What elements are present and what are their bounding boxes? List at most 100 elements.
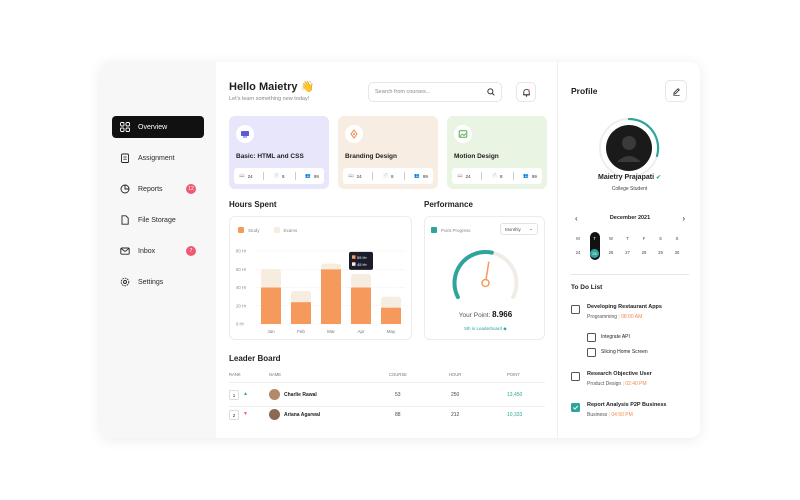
player-name: Ariana Agarwal — [284, 412, 321, 418]
sidebar-item-label: Inbox — [138, 247, 156, 255]
bar-study-feb[interactable] — [291, 302, 311, 324]
calendar-day[interactable]: 29 — [658, 250, 663, 255]
profile-title: Profile — [571, 86, 598, 96]
users-icon: 👥 — [414, 173, 420, 178]
y-tick-label: 40 Hr — [236, 285, 247, 290]
x-tick-label: Mar — [327, 329, 335, 334]
sidebar: Overview Assignment Reports 12 File Stor… — [100, 62, 216, 438]
mail-icon — [120, 246, 130, 256]
bar-exams-jan[interactable] — [261, 269, 281, 288]
search-bar — [368, 82, 502, 102]
course-title: Motion Design — [454, 153, 499, 160]
rank-box: 1 — [229, 390, 239, 400]
leaderboard-row[interactable]: 2 ▼ Ariana Agarwal 88 212 10,333 — [229, 406, 545, 424]
player-name: Charlie Rawal — [284, 392, 317, 398]
bell-icon — [522, 88, 531, 97]
calendar-day[interactable]: 26 — [608, 250, 614, 255]
calendar-day[interactable]: 30 — [674, 250, 680, 255]
weekday-label: W — [609, 236, 613, 241]
notification-button[interactable] — [516, 82, 536, 102]
calendar-day[interactable]: 24 — [575, 250, 581, 255]
todo-checkbox-checked[interactable] — [571, 403, 580, 412]
weekday-label: M — [576, 236, 580, 241]
course-count: 88 — [395, 412, 401, 418]
bar-exams-may[interactable] — [381, 296, 401, 308]
course-card-branding[interactable]: Branding Design 📖 24 📄 8 👥 99 — [338, 116, 438, 189]
grid-icon — [120, 122, 130, 132]
calendar-day[interactable]: 28 — [641, 250, 647, 255]
bar-study-jan[interactable] — [261, 287, 281, 325]
sidebar-item-inbox[interactable]: Inbox 7 — [112, 240, 204, 262]
points-gauge — [452, 250, 519, 300]
profile-progress-ring — [599, 117, 660, 178]
sidebar-item-file-storage[interactable]: File Storage — [112, 209, 204, 231]
clipboard-icon — [120, 153, 130, 163]
legend-swatch-exams — [273, 227, 280, 233]
chevron-right-icon[interactable]: › — [682, 214, 685, 223]
sidebar-item-label: File Storage — [138, 216, 176, 224]
main-content: Hello Maietry 👋 Let's learn something ne… — [216, 62, 557, 438]
course-card-motion[interactable]: Motion Design 📖 24 📄 8 👥 99 — [447, 116, 547, 189]
sidebar-item-label: Overview — [138, 123, 168, 131]
weekday-label: S — [675, 236, 679, 241]
point-value: 13,450 — [507, 392, 523, 398]
bar-exams-feb[interactable] — [291, 291, 311, 303]
hour-count: 212 — [451, 412, 460, 418]
bar-study-mar[interactable] — [321, 269, 341, 324]
weekday-label: S — [659, 236, 662, 241]
sidebar-item-reports[interactable]: Reports 12 — [112, 178, 204, 200]
calendar-day[interactable]: 27 — [625, 250, 630, 255]
performance-card: Point Progress Monthly ⌄ Your Point: 8.9… — [424, 216, 545, 340]
y-tick-label: 80 Hr — [236, 249, 247, 254]
avatar — [269, 409, 280, 420]
profile-name: Maietry Prajapati ✔ — [597, 174, 661, 181]
search-icon[interactable] — [487, 88, 495, 96]
period-dropdown[interactable]: Monthly ⌄ — [500, 223, 538, 235]
sidebar-item-assignment[interactable]: Assignment — [112, 147, 204, 169]
tooltip-value: 55 Hr — [357, 255, 367, 260]
search-box — [368, 82, 502, 102]
greeting: Hello Maietry 👋 — [229, 81, 315, 93]
profile-panel: Profile Maietry Prajapati ✔ College Stud… — [557, 62, 700, 438]
bar-study-apr[interactable] — [351, 287, 371, 325]
gear-icon — [120, 277, 130, 287]
y-tick-label: 20 Hr — [236, 303, 247, 308]
todo-checkbox[interactable] — [571, 372, 580, 381]
chevron-left-icon[interactable]: ‹ — [575, 214, 578, 223]
pen-tool-icon — [345, 125, 363, 143]
bar-exams-mar[interactable] — [321, 263, 341, 270]
y-tick-label: 60 Hr — [236, 267, 247, 272]
performance-title: Performance — [424, 200, 473, 209]
x-tick-label: May — [387, 329, 396, 334]
course-count: 53 — [395, 392, 401, 398]
hours-spent-title: Hours Spent — [229, 200, 277, 209]
course-title: Branding Design — [345, 153, 398, 160]
bar-exams-apr[interactable] — [351, 273, 371, 288]
course-card-html-css[interactable]: Basic: HTML and CSS 📖 24 📄 8 👥 99 — [229, 116, 329, 189]
point-value: 10,333 — [507, 412, 523, 418]
leaderboard-title: Leader Board — [229, 354, 281, 363]
todo-checkbox[interactable] — [571, 305, 580, 314]
search-input[interactable] — [375, 89, 485, 95]
book-icon: 📖 — [239, 173, 245, 178]
leaderboard-rank: 5th in Leaderboard ◆ — [464, 326, 507, 331]
todo-checkbox[interactable] — [587, 348, 596, 357]
chart-tooltip: 55 Hr 45 Hr — [349, 251, 373, 270]
hours-bar-chart: 0 Hr 20 Hr 40 Hr 60 Hr 80 Hr Jan Feb Mar Apr May 5… — [236, 249, 406, 334]
sidebar-item-overview[interactable]: Overview — [112, 116, 204, 138]
weekday-label: F — [642, 236, 646, 241]
book-icon: 📖 — [457, 173, 463, 178]
bar-study-may[interactable] — [381, 307, 401, 324]
leaderboard-row[interactable]: 1 ▲ Charlie Rawal 53 250 13,450 — [229, 386, 545, 404]
sidebar-item-settings[interactable]: Settings — [112, 271, 204, 293]
document-icon: 📄 — [491, 173, 498, 178]
code-icon — [236, 125, 254, 143]
image-icon — [454, 125, 472, 143]
y-tick-label: 0 Hr — [236, 322, 245, 327]
course-stats: 📖 24 📄 8 👥 99 — [452, 168, 542, 184]
trophy-icon: ◆ — [503, 326, 507, 331]
calendar-day[interactable]: 25 — [589, 232, 600, 260]
todo-checkbox[interactable] — [587, 333, 596, 342]
edit-icon — [672, 87, 681, 96]
edit-profile-button[interactable] — [665, 80, 687, 102]
